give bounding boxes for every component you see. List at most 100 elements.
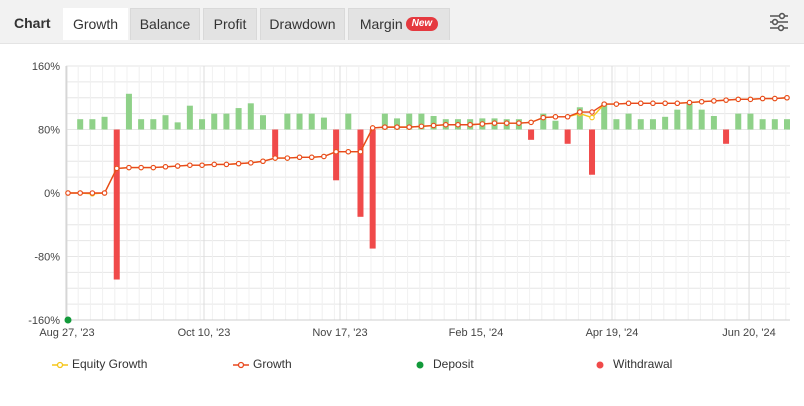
withdrawal-bar (357, 129, 364, 217)
growth-bar (138, 119, 145, 130)
growth-point (759, 95, 766, 102)
legend-equity-growth-label: Equity Growth (72, 357, 148, 371)
growth-point (174, 163, 181, 169)
growth-bar (747, 113, 754, 130)
growth-point (479, 121, 486, 127)
tab-balance[interactable]: Balance (130, 8, 200, 40)
legend-equity-growth[interactable]: Equity Growth (51, 354, 161, 374)
tab-growth-label: Growth (72, 16, 119, 32)
withdrawal-bar (589, 129, 596, 175)
growth-point (333, 148, 339, 155)
x-tick-label: Nov 17, '23 (312, 327, 367, 339)
growth-bar (601, 103, 608, 130)
growth-point (150, 164, 157, 171)
deposit-marker (64, 316, 72, 324)
withdrawal-legend-icon (596, 361, 604, 369)
y-tick-label: 0% (44, 188, 60, 200)
growth-bar (662, 116, 669, 130)
y-tick-label: -160% (28, 315, 60, 327)
growth-point (601, 101, 607, 107)
growth-bar (710, 116, 717, 130)
growth-point (284, 155, 291, 161)
tab-balance-label: Balance (139, 16, 191, 32)
growth-bar (759, 119, 766, 130)
growth-point (418, 123, 425, 130)
y-tick-label: -80% (34, 252, 60, 264)
growth-point (540, 114, 547, 121)
growth-point (321, 153, 327, 160)
legend-withdrawal[interactable]: Withdrawal (594, 354, 684, 374)
withdrawal-bar (113, 129, 120, 280)
growth-bar (101, 116, 108, 130)
growth-point (747, 96, 754, 103)
growth-bar (381, 113, 388, 130)
growth-point (382, 124, 388, 130)
tab-drawdown[interactable]: Drawdown (260, 8, 345, 40)
withdrawal-bar (272, 129, 279, 158)
growth-point (248, 160, 254, 166)
growth-bar (735, 113, 742, 130)
growth-point (491, 120, 498, 126)
growth-bar (784, 119, 790, 130)
growth-bar (223, 113, 230, 130)
growth-bar (649, 119, 656, 130)
withdrawal-bar (333, 129, 340, 181)
growth-bar (418, 113, 425, 130)
growth-point (394, 124, 400, 130)
tab-chart[interactable]: Chart (14, 8, 58, 40)
growth-point (467, 121, 473, 128)
growth-point (650, 100, 656, 107)
growth-bar (637, 119, 644, 130)
growth-point (272, 155, 278, 161)
new-badge: New (405, 17, 439, 32)
growth-point (516, 120, 522, 126)
sliders-icon[interactable] (766, 9, 792, 35)
growth-point (65, 190, 71, 196)
growth-bar (296, 113, 303, 130)
growth-point (577, 109, 583, 115)
growth-bar (394, 118, 401, 130)
growth-point (308, 154, 315, 161)
growth-point (735, 96, 742, 103)
growth-point (503, 120, 510, 126)
legend-deposit[interactable]: Deposit (414, 354, 494, 374)
growth-bar (125, 93, 132, 130)
growth-point (138, 164, 144, 171)
growth-chart: 160% 80% 0% -80% -160%Aug 27, '23 Oct 10, '23… (28, 61, 790, 339)
tab-margin-label: Margin (359, 16, 403, 32)
growth-point (443, 121, 449, 128)
growth-bar (320, 117, 327, 130)
growth-bar (576, 107, 583, 130)
legend-deposit-label: Deposit (433, 357, 474, 371)
growth-point (406, 124, 412, 130)
growth-point (625, 100, 632, 107)
equity-growth-point (589, 114, 595, 121)
x-tick-label: Jun 20, '24 (722, 327, 775, 339)
equity-growth-legend-icon (52, 361, 68, 369)
growth-legend-icon (233, 361, 249, 369)
growth-bar (345, 113, 352, 130)
growth-point (589, 109, 595, 115)
legend-withdrawal-label: Withdrawal (613, 357, 673, 371)
growth-bar (540, 113, 547, 130)
x-tick-label: Oct 10, '23 (178, 327, 231, 339)
growth-point (369, 125, 376, 131)
growth-point (686, 99, 693, 106)
deposit-legend-icon (416, 361, 424, 369)
growth-bar (613, 119, 620, 130)
growth-bar (174, 122, 181, 130)
growth-point (101, 190, 108, 196)
tab-profit[interactable]: Profit (203, 8, 257, 40)
legend-growth[interactable]: Growth (232, 354, 312, 374)
growth-point (211, 161, 217, 168)
growth-bar (674, 109, 681, 130)
growth-bar (430, 116, 437, 130)
growth-bar (284, 113, 291, 130)
withdrawal-bar (723, 129, 730, 144)
growth-point (199, 162, 205, 168)
tab-chart-label: Chart (14, 15, 51, 31)
tab-margin[interactable]: Margin New (348, 8, 450, 40)
tab-growth[interactable]: Growth (63, 8, 128, 40)
growth-point (357, 148, 364, 155)
x-tick-label: Feb 15, '24 (449, 327, 504, 339)
